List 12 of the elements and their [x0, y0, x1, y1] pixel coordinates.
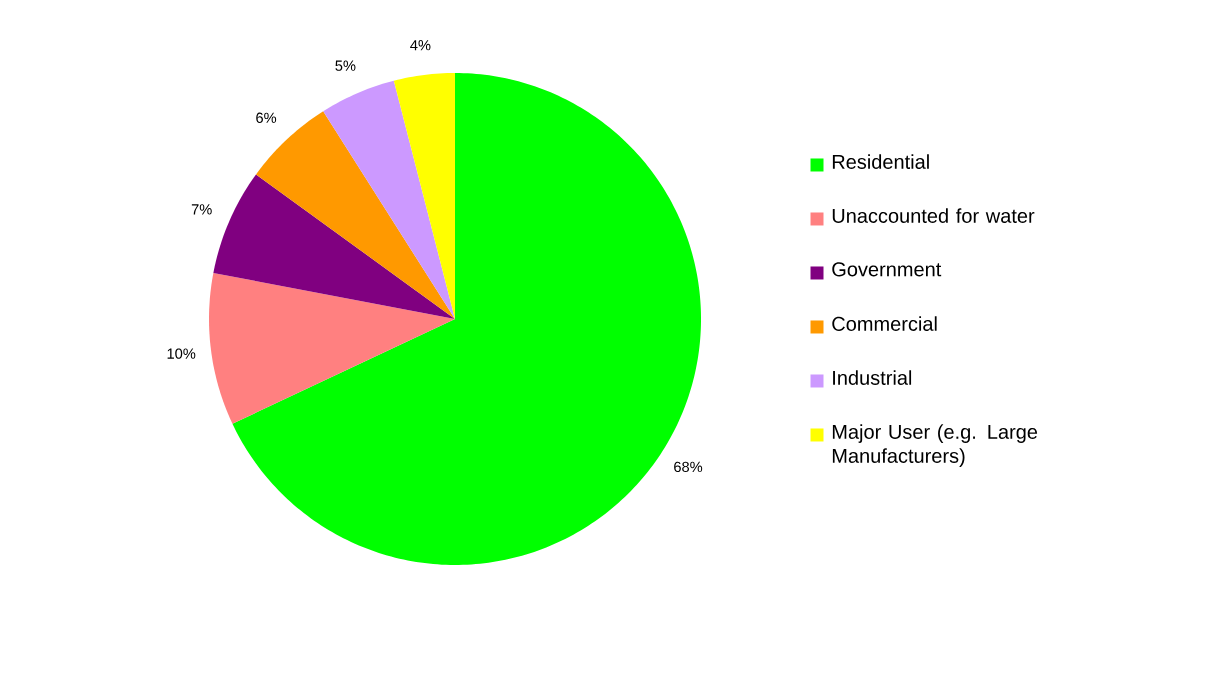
data-label: 7% — [191, 204, 212, 215]
data-label: 5% — [335, 60, 356, 71]
legend-label: Residential — [832, 154, 929, 169]
data-label: 10% — [167, 348, 196, 359]
legend-label: Unaccounted for water — [832, 208, 1035, 223]
data-label: 68% — [674, 461, 703, 473]
legend-label: Industrial — [833, 370, 912, 385]
data-label: 6% — [256, 112, 277, 123]
data-label: 4% — [410, 40, 431, 51]
legend-label: Commercial — [832, 316, 937, 331]
legend-label: Government — [832, 262, 942, 277]
legend-label: Major User (e.g. Large Manufacturers) — [832, 424, 1038, 467]
